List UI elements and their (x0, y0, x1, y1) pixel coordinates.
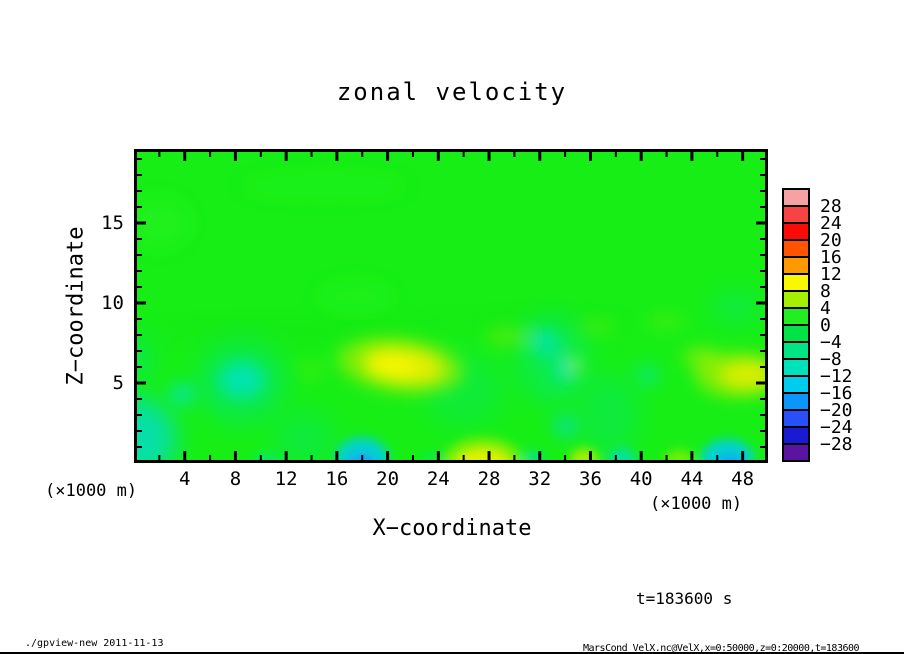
colorbar-tick-label: −20 (820, 400, 853, 421)
x-axis-label: X−coordinate (372, 516, 532, 541)
x-tick-label: 40 (629, 468, 653, 490)
plot-frame (134, 149, 768, 463)
colorbar-cell (782, 375, 810, 394)
colorbar-cell (782, 324, 810, 343)
colorbar-cell (782, 239, 810, 258)
colorbar (781, 188, 813, 468)
field-blob (700, 439, 755, 463)
x-tick-label: 48 (731, 468, 755, 490)
field-blob (454, 448, 511, 463)
bottom-border-line (0, 652, 904, 654)
x-tick-label: 28 (477, 468, 501, 490)
y-tick-label: 15 (101, 212, 124, 234)
x-tick-label: 20 (376, 468, 400, 490)
colorbar-cell (782, 358, 810, 377)
field-blob (665, 450, 694, 463)
field-blob (569, 359, 581, 371)
field-blob (485, 327, 531, 346)
x-tick-label: 4 (178, 468, 191, 490)
field-blob (552, 415, 578, 437)
colorbar-cell (782, 222, 810, 241)
field-blob (683, 347, 722, 368)
field-blob (335, 437, 389, 463)
colorbar-cell (782, 341, 810, 360)
y-tick-label: 10 (101, 292, 124, 314)
colorbar-tick-label: 12 (820, 264, 842, 285)
time-annotation: t=183600 s (636, 589, 733, 608)
colorbar-tick-label: −4 (820, 332, 842, 353)
colorbar-tick-label: 28 (820, 196, 842, 217)
field-blob (274, 413, 336, 463)
field-blob (719, 360, 768, 390)
field-blob (713, 295, 760, 321)
field-mid-layer (169, 315, 768, 437)
colorbar-cell (782, 205, 810, 224)
colorbar-cell (782, 188, 810, 207)
field-blob (579, 375, 640, 455)
x-tick-label: 8 (229, 468, 242, 490)
colorbar-tick-label: −12 (820, 366, 853, 387)
x-tick-label: 44 (680, 468, 704, 490)
field-blob (315, 280, 397, 313)
footer-command: ./gpview-new 2011-11-13 (25, 638, 164, 649)
colorbar-tick-label: −28 (820, 434, 853, 455)
colorbar-cell (782, 392, 810, 411)
x-tick-label: 16 (325, 468, 349, 490)
x-axis-unit-left: (×1000 m) (45, 481, 138, 501)
field-blob (636, 363, 659, 387)
field-blob (134, 338, 155, 380)
colorbar-labels: 28 24 20 16 12 8 4 0 −4 −8 −12 −16 −20 −24 −28 (820, 188, 890, 468)
field-blob (297, 362, 326, 379)
axis-ticks (137, 152, 769, 460)
colorbar-cell (782, 256, 810, 275)
colorbar-cell (782, 443, 810, 462)
x-tick-label: 12 (274, 468, 298, 490)
x-tick-labels: 4 8 12 16 20 24 28 32 36 40 44 48 (134, 468, 774, 490)
colorbar-tick-label: 4 (820, 298, 831, 319)
colorbar-svg (782, 188, 810, 462)
colorbar-cell (782, 290, 810, 309)
colorbar-tick-label: −8 (820, 349, 842, 370)
field-blob (169, 383, 195, 406)
velocity-field (134, 149, 769, 463)
colorbar-cell (782, 426, 810, 445)
field-blob (134, 325, 439, 335)
y-tick-label: 5 (112, 372, 124, 394)
field-blob (134, 197, 190, 249)
y-tick-labels: 5 10 15 (80, 149, 124, 463)
x-tick-label: 32 (528, 468, 552, 490)
colorbar-cell (782, 409, 810, 428)
x-tick-label: 24 (426, 468, 450, 490)
colorbar-tick-label: −24 (820, 417, 853, 438)
field-blob (218, 362, 265, 398)
x-axis-unit-right: (×1000 m) (650, 494, 743, 514)
field-blob (553, 354, 577, 383)
colorbar-tick-label: 16 (820, 247, 842, 268)
colorbar-cell (782, 273, 810, 292)
plot-title: zonal velocity (336, 78, 568, 106)
heatmap-svg (134, 149, 769, 463)
x-tick-label: 36 (579, 468, 602, 490)
field-blob (368, 356, 415, 378)
colorbar-tick-label: 8 (820, 281, 831, 302)
field-blob (134, 399, 176, 463)
field-blob (646, 315, 687, 330)
colorbar-tick-label: 0 (820, 315, 831, 336)
field-blob (529, 329, 561, 357)
field-blob (516, 314, 588, 404)
colorbar-tick-label: 24 (820, 213, 842, 234)
colorbar-tick-label: −16 (820, 383, 853, 404)
colorbar-cell (782, 307, 810, 326)
footer-datasource: MarsCond_VelX.nc@VelX,x=0:50000,z=0:2000… (583, 643, 860, 654)
field-blob (235, 173, 413, 199)
field-blob (577, 319, 616, 335)
colorbar-tick-label: 20 (820, 230, 842, 251)
